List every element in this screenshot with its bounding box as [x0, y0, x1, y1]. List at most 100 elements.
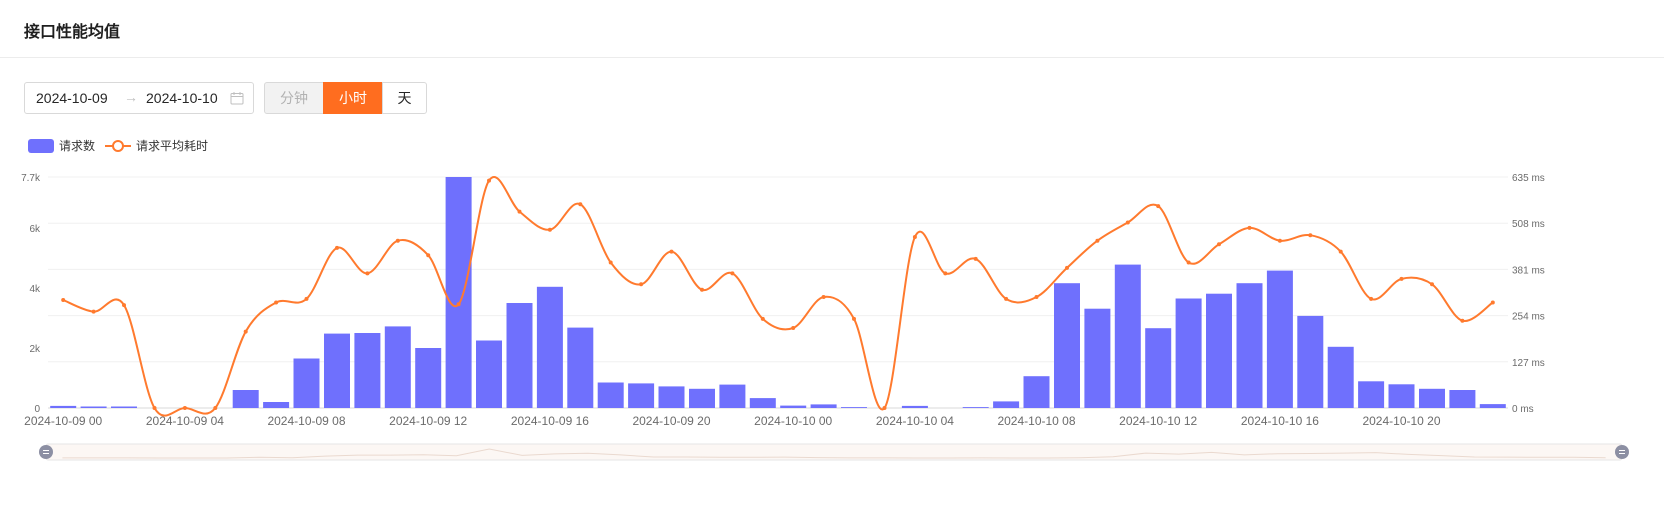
point-latency[interactable] [1065, 265, 1069, 270]
point-latency[interactable] [91, 309, 96, 314]
point-latency[interactable] [852, 316, 856, 321]
point-latency[interactable] [1125, 220, 1130, 225]
point-latency[interactable] [943, 271, 948, 276]
point-latency[interactable] [578, 202, 583, 207]
bar-requests[interactable] [1145, 328, 1172, 408]
bar-requests[interactable] [1084, 308, 1111, 408]
bar-requests[interactable] [689, 388, 715, 408]
point-latency[interactable] [639, 282, 644, 287]
data-zoom-slider[interactable] [39, 443, 1629, 461]
date-range-start[interactable]: 2024-10-09 [36, 90, 108, 106]
bar-requests[interactable] [597, 382, 624, 409]
bar-requests[interactable] [962, 407, 989, 408]
legend-label-requests[interactable]: 请求数 [59, 138, 95, 153]
point-latency[interactable] [608, 260, 613, 265]
bar-requests[interactable] [901, 405, 928, 408]
granularity-day-button[interactable]: 天 [382, 82, 427, 114]
point-latency[interactable] [395, 238, 400, 243]
point-latency[interactable] [1338, 249, 1343, 254]
bar-requests[interactable] [1297, 315, 1324, 408]
point-latency[interactable] [669, 249, 674, 254]
point-latency[interactable] [365, 271, 370, 276]
point-latency[interactable] [1430, 282, 1434, 287]
point-latency[interactable] [760, 316, 765, 321]
bar-requests[interactable] [1449, 390, 1476, 408]
bar-requests[interactable] [1114, 264, 1141, 408]
bar-requests[interactable] [1419, 388, 1445, 408]
zoom-handle-left[interactable] [39, 445, 53, 459]
point-latency[interactable] [700, 287, 704, 292]
bar-requests[interactable] [263, 402, 290, 408]
bar-requests[interactable] [1266, 270, 1293, 408]
bar-requests[interactable] [111, 406, 137, 409]
bar-requests[interactable] [1479, 404, 1506, 408]
point-latency[interactable] [1217, 242, 1221, 247]
bar-requests[interactable] [1206, 293, 1232, 408]
bar-requests[interactable] [293, 358, 320, 409]
bar-requests[interactable] [1023, 376, 1050, 408]
point-latency[interactable] [912, 235, 917, 239]
point-latency[interactable] [821, 295, 826, 299]
point-latency[interactable] [182, 406, 187, 410]
point-latency[interactable] [274, 300, 279, 305]
point-latency[interactable] [1490, 300, 1495, 305]
point-latency[interactable] [122, 303, 126, 308]
point-latency[interactable] [1004, 296, 1009, 301]
bar-requests[interactable] [445, 177, 472, 408]
bar-requests[interactable] [476, 340, 502, 409]
bar-requests[interactable] [810, 404, 837, 408]
chart-legend[interactable]: 请求数 请求平均耗时 [28, 138, 208, 153]
bar-requests[interactable] [1358, 381, 1385, 408]
bar-requests[interactable] [1175, 298, 1202, 409]
bar-requests[interactable] [506, 303, 533, 408]
point-latency[interactable] [1247, 225, 1252, 230]
point-latency[interactable] [243, 329, 248, 334]
bar-requests[interactable] [841, 407, 867, 408]
bar-requests[interactable] [628, 383, 655, 408]
point-latency[interactable] [152, 406, 157, 410]
bar-requests[interactable] [50, 405, 77, 408]
point-latency[interactable] [1399, 276, 1404, 281]
point-latency[interactable] [517, 209, 522, 214]
point-latency[interactable] [1460, 318, 1465, 323]
zoom-handle-right[interactable] [1615, 445, 1629, 459]
point-latency[interactable] [547, 227, 552, 232]
bar-requests[interactable] [719, 384, 746, 408]
bar-requests[interactable] [324, 333, 350, 408]
point-latency[interactable] [335, 245, 339, 250]
bar-requests[interactable] [232, 390, 259, 408]
granularity-minute-button[interactable]: 分钟 [264, 82, 324, 114]
bar-requests[interactable] [80, 406, 107, 409]
point-latency[interactable] [791, 326, 796, 330]
bar-requests[interactable] [993, 401, 1020, 408]
bar-requests[interactable] [354, 333, 381, 408]
point-latency[interactable] [1186, 260, 1191, 265]
point-latency[interactable] [1034, 295, 1039, 299]
point-latency[interactable] [61, 298, 66, 302]
bar-requests[interactable] [536, 286, 563, 408]
date-range-picker[interactable]: 2024-10-09 → 2024-10-10 [24, 82, 254, 114]
bar-requests[interactable] [1327, 346, 1354, 408]
point-latency[interactable] [973, 256, 978, 261]
point-latency[interactable] [426, 253, 431, 258]
bar-requests[interactable] [658, 386, 685, 408]
bar-requests[interactable] [1054, 283, 1080, 408]
point-latency[interactable] [1156, 204, 1161, 209]
bar-requests[interactable] [1236, 283, 1263, 408]
point-latency[interactable] [1277, 238, 1282, 243]
bar-requests[interactable] [384, 326, 411, 408]
point-latency[interactable] [487, 178, 491, 183]
granularity-hour-button[interactable]: 小时 [323, 82, 383, 114]
point-latency[interactable] [1308, 233, 1313, 238]
point-latency[interactable] [730, 271, 735, 276]
point-latency[interactable] [1095, 238, 1100, 243]
legend-label-latency[interactable]: 请求平均耗时 [136, 139, 208, 153]
bar-requests[interactable] [1388, 384, 1415, 408]
bar-requests[interactable] [415, 348, 442, 408]
date-range-end[interactable]: 2024-10-10 [146, 90, 218, 106]
point-latency[interactable] [882, 406, 887, 410]
bar-requests[interactable] [780, 405, 807, 408]
point-latency[interactable] [304, 296, 309, 301]
point-latency[interactable] [1369, 296, 1374, 301]
bar-requests[interactable] [749, 398, 776, 408]
